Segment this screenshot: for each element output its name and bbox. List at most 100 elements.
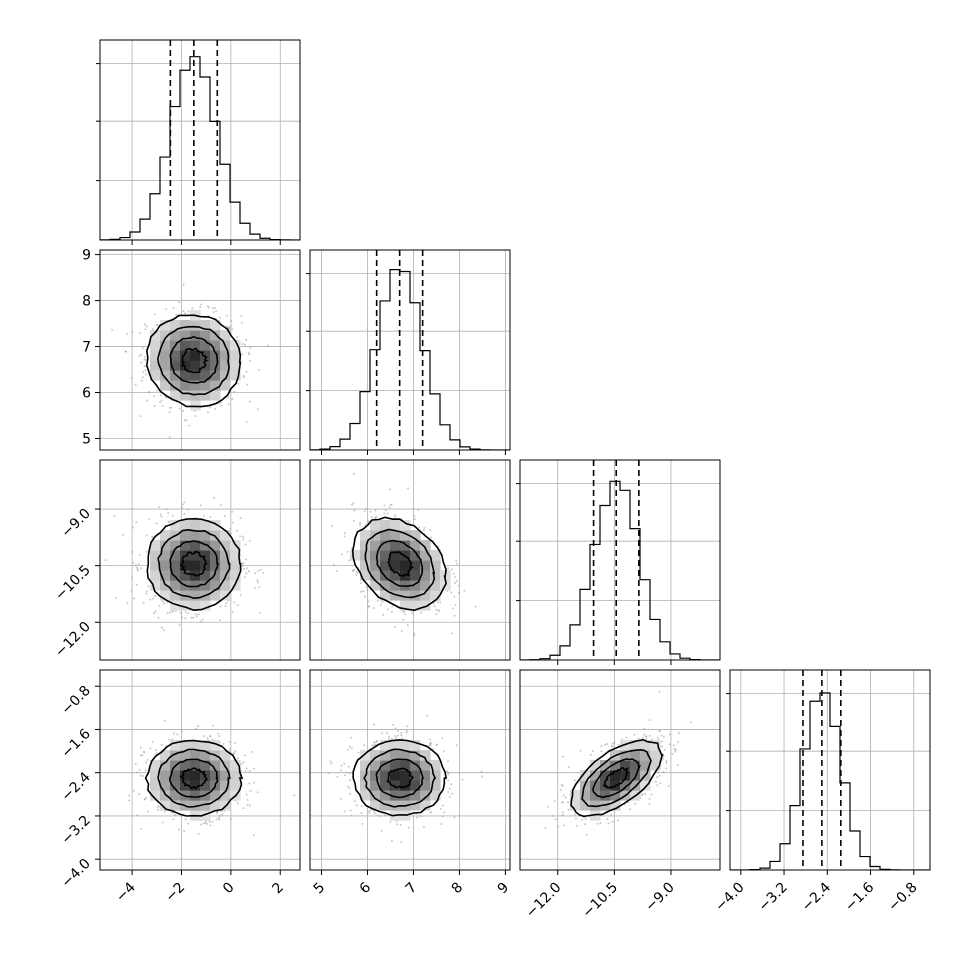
sample-point — [650, 793, 653, 796]
sample-point — [192, 616, 195, 619]
sample-point — [160, 743, 163, 746]
density-cell — [160, 540, 171, 551]
sample-point — [254, 572, 257, 575]
density-cell — [210, 770, 221, 781]
density-cell — [430, 790, 441, 801]
sample-point — [239, 517, 242, 520]
sample-point — [183, 830, 186, 833]
density-cell — [190, 750, 201, 761]
density-cell — [180, 790, 191, 801]
sample-point — [573, 779, 576, 782]
sample-point — [187, 310, 190, 313]
sample-point — [245, 767, 248, 770]
sample-point — [388, 506, 391, 509]
sample-point — [134, 383, 137, 386]
density-cell — [620, 770, 631, 781]
density-cell — [170, 600, 181, 611]
sample-point — [256, 408, 259, 411]
density-cell — [220, 350, 231, 361]
sample-point — [249, 790, 252, 793]
density-cell — [170, 740, 181, 751]
sample-point — [454, 604, 457, 607]
sample-point — [455, 580, 458, 583]
density-cell — [380, 800, 391, 811]
density-cell — [220, 590, 231, 601]
sample-point — [367, 605, 370, 608]
sample-point — [178, 623, 181, 626]
density-cell — [380, 520, 391, 531]
sample-point — [231, 398, 234, 401]
density-cell — [160, 350, 171, 361]
sample-point — [194, 415, 197, 418]
sample-point — [131, 550, 134, 553]
sample-point — [648, 719, 651, 722]
contour-level-1 — [169, 540, 219, 588]
sample-point — [187, 508, 190, 511]
sample-point — [353, 509, 356, 512]
density-cell — [160, 780, 171, 791]
sample-point — [240, 770, 243, 773]
density-cell — [420, 590, 431, 601]
sample-point — [383, 504, 386, 507]
sample-point — [433, 605, 436, 608]
sample-point — [253, 767, 256, 770]
sample-point — [171, 514, 174, 517]
sample-point — [245, 420, 248, 423]
density-cell — [430, 760, 441, 771]
sample-point — [242, 562, 245, 565]
density-cell — [150, 770, 161, 781]
sample-point — [407, 826, 410, 829]
y-tick-label: −3.2 — [58, 812, 93, 847]
sample-point — [206, 736, 209, 739]
density-cell — [190, 780, 201, 791]
sample-point — [641, 736, 644, 739]
sample-point — [215, 818, 218, 821]
sample-point — [142, 750, 145, 753]
sample-point — [656, 771, 659, 774]
density-cell — [210, 540, 221, 551]
density-cell — [580, 790, 591, 801]
sample-point — [178, 828, 181, 831]
density-cell — [420, 540, 431, 551]
sample-point — [340, 769, 343, 772]
sample-point — [440, 822, 443, 825]
sample-point — [429, 744, 432, 747]
sample-point — [448, 796, 451, 799]
density-cell — [410, 600, 421, 611]
sample-point — [349, 792, 352, 795]
density-cell — [380, 530, 391, 541]
sample-point — [406, 624, 409, 627]
sample-point — [151, 536, 154, 539]
sample-point — [396, 730, 399, 733]
sample-point — [246, 383, 249, 386]
density-cell — [360, 560, 371, 571]
sample-point — [257, 368, 260, 371]
sample-point — [454, 582, 457, 585]
density-cell — [220, 750, 231, 761]
sample-point — [143, 358, 146, 361]
density-cell — [380, 590, 391, 601]
sample-point — [134, 762, 137, 765]
sample-point — [144, 369, 147, 372]
x-tick-label: −4 — [113, 879, 139, 905]
sample-point — [239, 535, 242, 538]
density-cell — [170, 320, 181, 331]
sample-point — [184, 610, 187, 613]
density-cell — [390, 740, 401, 751]
sample-point — [656, 736, 659, 739]
sample-point — [656, 776, 659, 779]
sample-point — [654, 780, 657, 783]
sample-point — [674, 750, 677, 753]
sample-point — [202, 822, 205, 825]
y-tick-label: 9 — [82, 248, 91, 264]
sample-point — [336, 775, 339, 778]
sample-point — [158, 506, 161, 509]
density-cell — [190, 760, 201, 771]
density-cell — [430, 570, 441, 581]
density-cell — [370, 760, 381, 771]
sample-point — [125, 332, 128, 335]
sample-point — [611, 820, 614, 823]
sample-point — [242, 376, 245, 379]
density-cell — [180, 350, 191, 361]
histogram-3 — [730, 692, 930, 870]
